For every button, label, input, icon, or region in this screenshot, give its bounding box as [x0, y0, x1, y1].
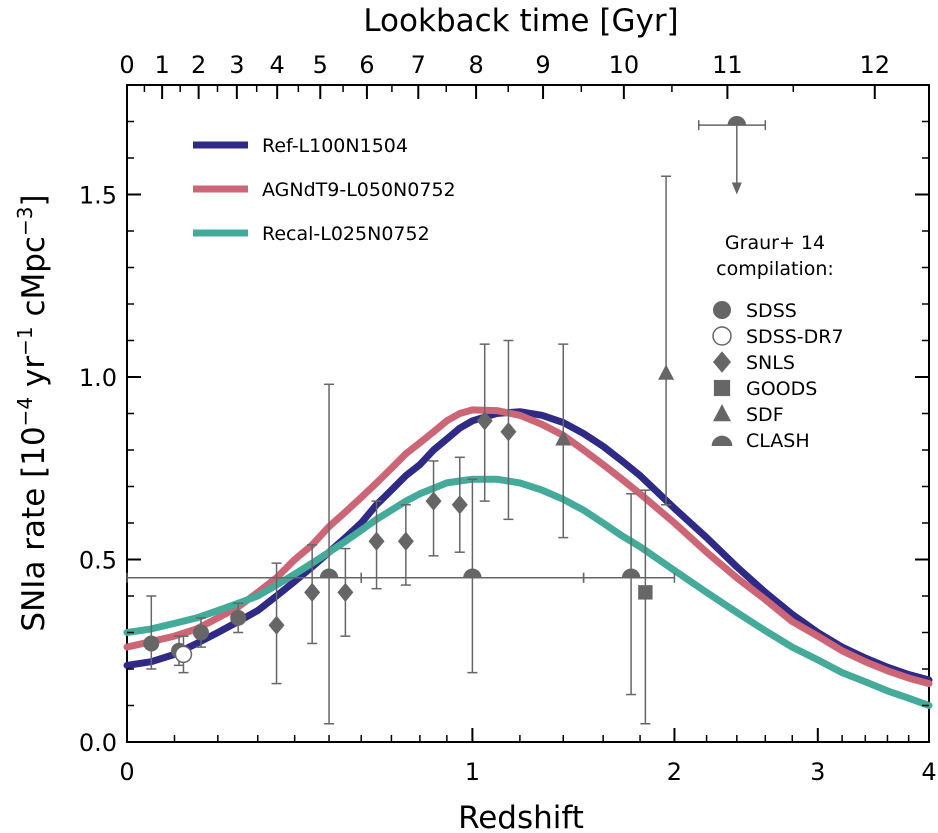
observation-marker [143, 635, 160, 652]
legend-label: Recal-L025N0752 [262, 223, 430, 245]
y-axis-title: SNIa rate [10−4 yr−1 cMpc−3] [13, 194, 52, 631]
observation-marker [230, 609, 247, 626]
obs-legend-marker [711, 435, 733, 446]
y-tick-label: 1.0 [79, 364, 117, 392]
top-axis-title: Lookback time [Gyr] [363, 3, 678, 39]
obs-legend-title-1: Graur+ 14 [725, 232, 825, 254]
observation-marker [451, 495, 468, 515]
model-legend: Ref-L100N1504 AGNdT9-L050N0752 Recal-L025N… [193, 135, 456, 245]
observation-marker [638, 585, 653, 600]
observation-points [126, 115, 767, 725]
model-curves [123, 406, 933, 709]
observation-marker [337, 582, 354, 602]
obs-legend-title-2: compilation: [716, 258, 834, 280]
obs-legend-marker [713, 404, 731, 422]
top-tick-label: 10 [609, 51, 640, 79]
observation-marker [555, 430, 572, 446]
observation-marker [658, 364, 675, 380]
obs-legend-marker [713, 301, 731, 319]
obs-legend-label: SDF [746, 404, 784, 426]
obs-legend-label: GOODS [746, 378, 817, 400]
series-line [123, 408, 933, 684]
top-tick-label: 3 [229, 51, 244, 79]
top-tick-label: 0 [119, 51, 134, 79]
obs-legend-marker [713, 351, 731, 373]
obs-legend-label: SNLS [746, 352, 795, 374]
obs-legend-label: SDSS [746, 300, 797, 322]
legend-label: Ref-L100N1504 [262, 135, 408, 157]
obs-legend-marker [713, 379, 731, 397]
observation-marker [727, 115, 747, 126]
top-tick-label: 6 [359, 51, 374, 79]
observation-marker [425, 491, 442, 511]
top-tick-label: 12 [859, 51, 890, 79]
axis-tick-labels: 0 1 2 3 40.00.51.01.50 1 2 3 4 5 6 7 8 9 10 11 12 [79, 51, 937, 786]
x-axis-title: Redshift [458, 800, 584, 833]
top-tick-label: 7 [411, 51, 426, 79]
y-tick-label: 0.0 [79, 729, 117, 757]
series-line [123, 475, 933, 709]
upper-limit-arrow [731, 182, 742, 195]
x-tick-label: 0 [119, 758, 134, 786]
observation-marker [268, 615, 285, 635]
observation-legend: Graur+ 14 compilation: SDSS SDSS-DR7 SNLS G… [711, 232, 844, 452]
x-tick-label: 1 [465, 758, 480, 786]
observation-marker [397, 531, 414, 551]
x-tick-label: 2 [667, 758, 682, 786]
observation-marker [621, 568, 641, 578]
observation-marker [304, 582, 321, 602]
x-tick-label: 3 [810, 758, 825, 786]
observation-marker [368, 531, 385, 551]
top-tick-label: 8 [468, 51, 483, 79]
observation-marker [476, 411, 493, 431]
top-tick-label: 1 [154, 51, 169, 79]
top-tick-label: 2 [191, 51, 206, 79]
observation-marker [319, 568, 339, 578]
observation-marker [174, 645, 193, 664]
observation-marker [463, 568, 482, 578]
series-line [123, 406, 933, 688]
obs-legend-label: CLASH [746, 430, 810, 452]
x-tick-label: 4 [921, 758, 936, 786]
top-tick-label: 11 [712, 51, 743, 79]
observation-marker [192, 624, 209, 641]
observation-marker [500, 422, 517, 442]
legend-label: AGNdT9-L050N0752 [262, 179, 456, 201]
top-tick-label: 5 [313, 51, 328, 79]
top-tick-label: 4 [270, 51, 285, 79]
top-tick-label: 9 [535, 51, 550, 79]
obs-legend-marker [712, 326, 732, 346]
y-tick-label: 1.5 [79, 182, 117, 210]
obs-legend-label: SDSS-DR7 [746, 326, 844, 348]
y-tick-label: 0.5 [79, 547, 117, 575]
axis-ticks [126, 85, 930, 743]
